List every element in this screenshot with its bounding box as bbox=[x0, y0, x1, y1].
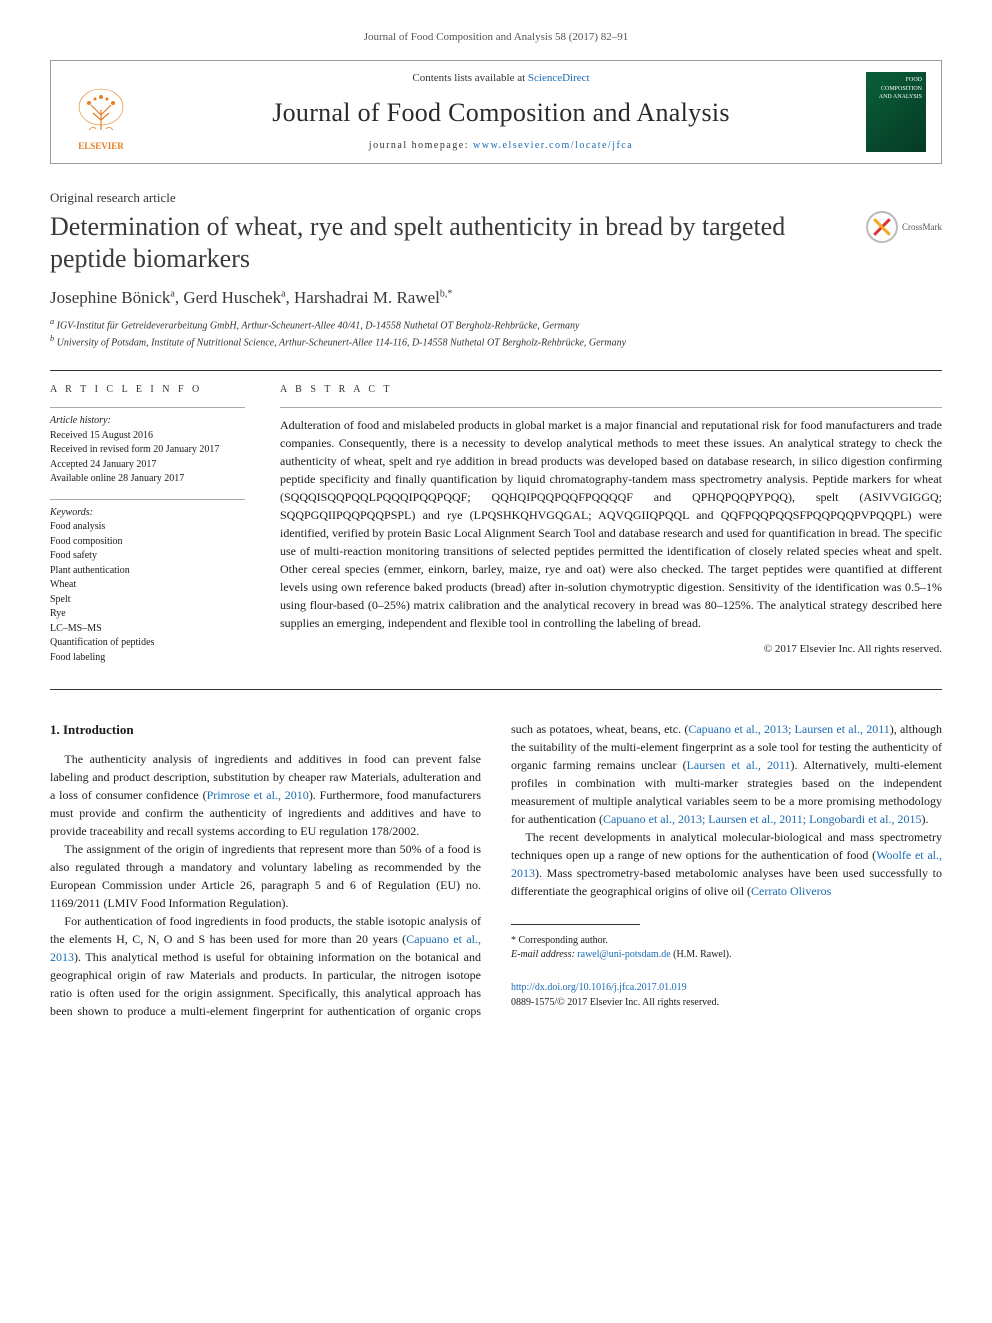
keywords-block: Keywords: Food analysisFood compositionF… bbox=[50, 499, 245, 666]
abstract-copyright: © 2017 Elsevier Inc. All rights reserved… bbox=[280, 642, 942, 657]
abstract-text: Adulteration of food and mislabeled prod… bbox=[280, 416, 942, 632]
header-center: Contents lists available at ScienceDirec… bbox=[136, 71, 866, 153]
email-line: E-mail address: rawel@uni-potsdam.de (H.… bbox=[511, 948, 942, 962]
homepage-link[interactable]: www.elsevier.com/locate/jfca bbox=[473, 140, 633, 151]
article-info: A R T I C L E I N F O Article history: R… bbox=[50, 371, 260, 689]
article-title: Determination of wheat, rye and spelt au… bbox=[50, 211, 846, 273]
email-link[interactable]: rawel@uni-potsdam.de bbox=[577, 949, 670, 960]
keyword: Wheat bbox=[50, 578, 245, 593]
affiliation-b: b University of Potsdam, Institute of Nu… bbox=[50, 333, 942, 350]
body-p2: The assignment of the origin of ingredie… bbox=[50, 840, 481, 912]
journal-cover: FOOD COMPOSITION AND ANALYSIS bbox=[866, 72, 926, 152]
issn-line: 0889-1575/© 2017 Elsevier Inc. All right… bbox=[511, 997, 719, 1008]
journal-header: ELSEVIER Contents lists available at Sci… bbox=[50, 60, 942, 164]
online: Available online 28 January 2017 bbox=[50, 473, 184, 484]
article-type: Original research article bbox=[50, 189, 942, 207]
ref-primrose[interactable]: Primrose et al., 2010 bbox=[207, 788, 309, 802]
body-p1: The authenticity analysis of ingredients… bbox=[50, 750, 481, 840]
sciencedirect-link[interactable]: ScienceDirect bbox=[528, 72, 590, 84]
section-heading: 1. Introduction bbox=[50, 720, 481, 740]
keyword: Quantification of peptides bbox=[50, 636, 245, 651]
authors: Josephine Bönicka, Gerd Huscheka, Harsha… bbox=[50, 286, 942, 310]
journal-reference: Journal of Food Composition and Analysis… bbox=[50, 30, 942, 45]
footnote: * Corresponding author. E-mail address: … bbox=[511, 934, 942, 962]
doi-block: http://dx.doi.org/10.1016/j.jfca.2017.01… bbox=[511, 980, 942, 1010]
abstract: A B S T R A C T Adulteration of food and… bbox=[260, 371, 942, 689]
ref-laursen[interactable]: Laursen et al., 2011 bbox=[687, 758, 791, 772]
homepage-line: journal homepage: www.elsevier.com/locat… bbox=[136, 139, 866, 153]
elsevier-tree-icon bbox=[71, 85, 131, 140]
keyword: Food composition bbox=[50, 535, 245, 550]
cover-text: FOOD COMPOSITION AND ANALYSIS bbox=[870, 76, 922, 101]
corresponding-author: * Corresponding author. bbox=[511, 934, 942, 948]
ref-cerrato[interactable]: Cerrato Oliveros bbox=[751, 884, 831, 898]
affiliation-a: a IGV-Institut für Getreideverarbeitung … bbox=[50, 316, 942, 333]
keywords-list: Food analysisFood compositionFood safety… bbox=[50, 520, 245, 665]
revised: Received in revised form 20 January 2017 bbox=[50, 444, 219, 455]
meta-abstract-row: A R T I C L E I N F O Article history: R… bbox=[50, 370, 942, 690]
elsevier-logo[interactable]: ELSEVIER bbox=[66, 72, 136, 152]
keywords-label: Keywords: bbox=[50, 507, 93, 518]
keyword: LC–MS–MS bbox=[50, 622, 245, 637]
body-p4: The recent developments in analytical mo… bbox=[511, 828, 942, 900]
keyword: Food labeling bbox=[50, 651, 245, 666]
elsevier-label: ELSEVIER bbox=[78, 140, 124, 153]
ref-multi[interactable]: Capuano et al., 2013; Laursen et al., 20… bbox=[603, 812, 921, 826]
keyword: Food analysis bbox=[50, 520, 245, 535]
title-row: Determination of wheat, rye and spelt au… bbox=[50, 211, 942, 273]
history-label: Article history: bbox=[50, 415, 111, 426]
abstract-label: A B S T R A C T bbox=[280, 383, 942, 397]
article-info-label: A R T I C L E I N F O bbox=[50, 383, 245, 397]
keyword: Plant authentication bbox=[50, 564, 245, 579]
contents-line: Contents lists available at ScienceDirec… bbox=[136, 71, 866, 86]
body-columns: 1. Introduction The authenticity analysi… bbox=[50, 720, 942, 1020]
crossmark-icon bbox=[866, 211, 898, 243]
ref-capuano-laursen[interactable]: Capuano et al., 2013; Laursen et al., 20… bbox=[688, 722, 889, 736]
keyword: Rye bbox=[50, 607, 245, 622]
article-history: Article history: Received 15 August 2016… bbox=[50, 407, 245, 487]
received: Received 15 August 2016 bbox=[50, 430, 153, 441]
keyword: Spelt bbox=[50, 593, 245, 608]
doi-link[interactable]: http://dx.doi.org/10.1016/j.jfca.2017.01… bbox=[511, 982, 687, 993]
keyword: Food safety bbox=[50, 549, 245, 564]
crossmark-badge[interactable]: CrossMark bbox=[866, 211, 942, 243]
contents-pre: Contents lists available at bbox=[412, 72, 527, 84]
accepted: Accepted 24 January 2017 bbox=[50, 459, 156, 470]
journal-name: Journal of Food Composition and Analysis bbox=[136, 95, 866, 131]
footnote-separator bbox=[511, 924, 640, 930]
homepage-pre: journal homepage: bbox=[369, 140, 473, 151]
affiliations: a IGV-Institut für Getreideverarbeitung … bbox=[50, 316, 942, 351]
crossmark-label: CrossMark bbox=[902, 221, 942, 234]
